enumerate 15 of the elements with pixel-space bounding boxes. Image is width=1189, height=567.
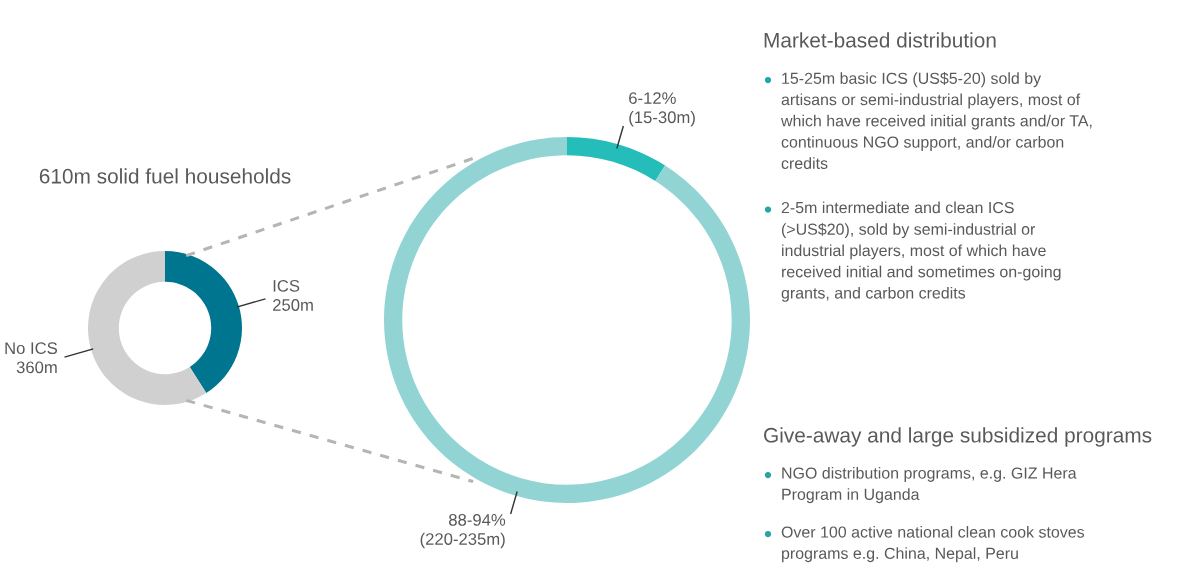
slice-label: 6-12% (15-30m) [629, 92, 695, 127]
slice-label: No ICS 360m [5, 342, 58, 374]
donut-slice [88, 251, 207, 405]
chart-title: 610m solid fuel households [39, 168, 291, 184]
text: 15-25m basic ICS (US$5-20) sold by artisans or semi-industrial players, most of which have received initial grants and/or TA, continuous NGO support, and/or carbon credits [780, 72, 1092, 169]
text: Over 100 active national clean cook stoves programs e.g. China, Nepal, Peru [781, 526, 1085, 563]
slice-label: 88-94% (220-235m) [420, 513, 506, 549]
donut-slice [165, 251, 242, 394]
text: 2-5m intermediate and clean ICS (>US$20), sold by semi-industrial or industrial players, most of which have received initial and sometimes on-going grants, and carbon credits [781, 201, 1061, 302]
text: Market-based distribution [764, 32, 996, 48]
donut-slice [384, 137, 750, 503]
text: Give-away and large subsidized programs [764, 427, 1152, 447]
slice-label: ICS 250m [273, 279, 313, 311]
donut-slice [567, 137, 666, 181]
text: NGO distribution programs, e.g. GIZ Hera Program in Uganda [782, 467, 1077, 504]
